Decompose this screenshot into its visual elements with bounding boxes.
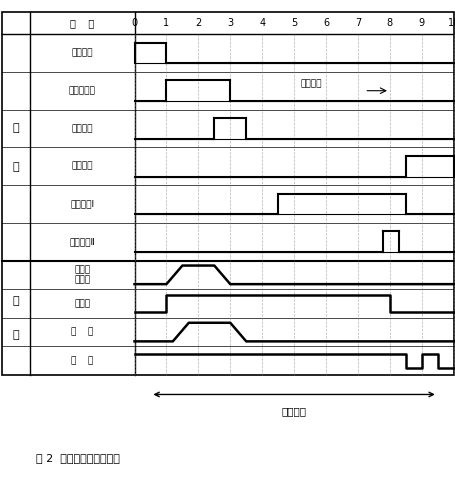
Text: 6: 6	[322, 18, 329, 28]
Text: 细给料: 细给料	[74, 299, 90, 308]
Text: 压杆延时: 压杆延时	[71, 124, 93, 133]
Text: 5: 5	[290, 18, 297, 28]
Text: 9: 9	[418, 18, 424, 28]
Text: 1: 1	[163, 18, 169, 28]
Text: 2: 2	[195, 18, 201, 28]
Text: 接近开关Ⅰ: 接近开关Ⅰ	[70, 200, 94, 208]
Text: 输: 输	[13, 123, 19, 133]
Text: 粗给料
中给料: 粗给料 中给料	[74, 265, 90, 284]
Text: 卸料定时: 卸料定时	[71, 162, 93, 170]
Text: 接近开关Ⅱ: 接近开关Ⅱ	[69, 237, 95, 246]
Text: 图 2  过程动作时间分配图: 图 2 过程动作时间分配图	[36, 453, 120, 463]
Text: 一个周期: 一个周期	[281, 407, 306, 417]
Text: 人: 人	[13, 162, 19, 172]
Text: 反馈定时: 反馈定时	[71, 49, 93, 57]
Text: 3: 3	[227, 18, 233, 28]
Text: 时    间: 时 间	[70, 18, 94, 28]
Text: 7: 7	[354, 18, 360, 28]
Text: 压    杆: 压 杆	[71, 328, 93, 337]
Text: 粗给料定时: 粗给料定时	[69, 86, 95, 95]
Text: 0: 0	[131, 18, 137, 28]
Text: 卸料等待: 卸料等待	[300, 79, 321, 88]
Text: 卸    料: 卸 料	[71, 356, 93, 365]
Text: 8: 8	[386, 18, 392, 28]
Text: 4: 4	[258, 18, 265, 28]
Bar	[2, 12, 453, 375]
Text: 出: 出	[13, 330, 19, 340]
Text: 10: 10	[447, 18, 455, 28]
Text: 输: 输	[13, 296, 19, 306]
